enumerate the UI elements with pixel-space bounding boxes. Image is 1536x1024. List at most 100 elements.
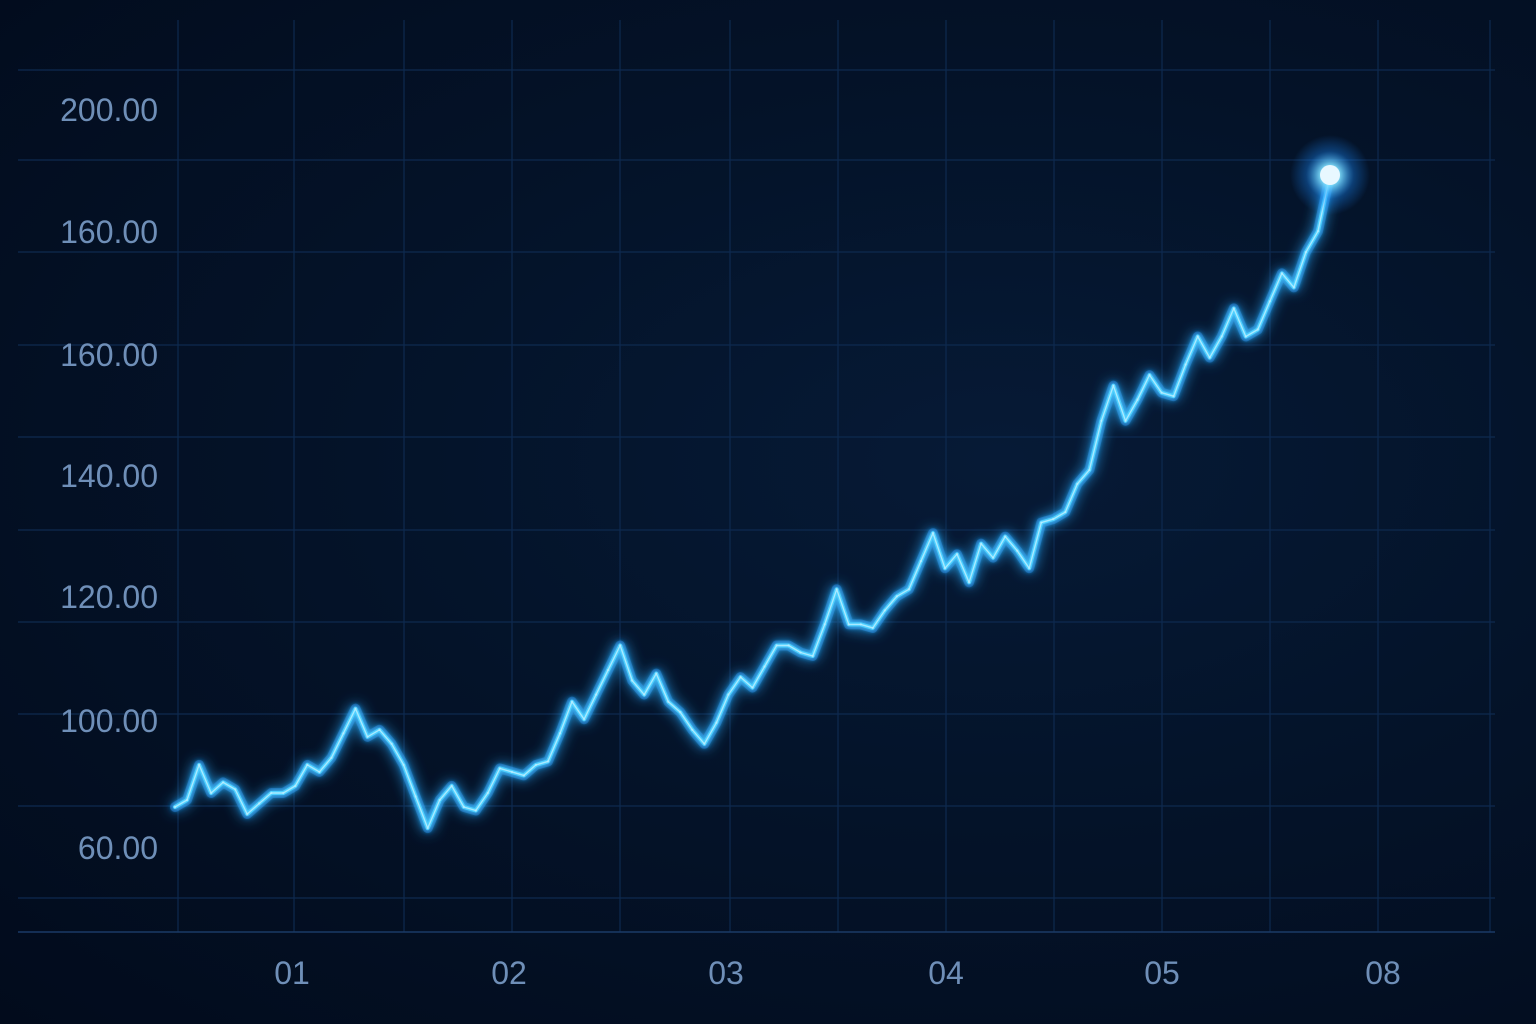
data-point: [1136, 398, 1139, 401]
x-tick-label: 03: [708, 955, 744, 991]
grid: [18, 20, 1495, 932]
data-point: [811, 654, 814, 658]
data-point: [450, 784, 453, 788]
data-point: [1256, 328, 1260, 331]
data-point: [390, 742, 393, 745]
y-tick-label: 120.00: [60, 579, 158, 615]
data-point: [1244, 335, 1248, 338]
data-point: [967, 581, 971, 584]
data-point: [679, 711, 682, 714]
data-point: [498, 767, 501, 770]
data-point: [402, 763, 405, 767]
data-point: [655, 672, 658, 675]
data-point: [835, 588, 838, 591]
data-point: [1196, 335, 1199, 338]
data-point: [342, 732, 345, 735]
data-point: [570, 700, 574, 703]
data-point: [185, 798, 189, 802]
data-point: [366, 735, 369, 738]
data-point: [991, 556, 995, 559]
data-point: [1052, 517, 1055, 521]
data-point: [727, 693, 730, 696]
data-point: [318, 770, 321, 774]
data-point: [1160, 391, 1163, 394]
y-tick-label: 160.00: [60, 214, 158, 250]
data-point: [606, 668, 610, 672]
data-point: [209, 791, 213, 795]
data-point: [330, 756, 333, 759]
data-point: [919, 560, 923, 563]
data-point: [582, 718, 586, 721]
data-point: [823, 623, 826, 626]
data-point: [955, 553, 959, 556]
y-tick-label: 160.00: [60, 337, 158, 373]
data-point: [1148, 373, 1151, 377]
y-tick-label: 60.00: [78, 830, 158, 866]
data-point: [895, 595, 899, 598]
data-point: [258, 802, 261, 805]
data-point: [787, 644, 790, 647]
data-point: [594, 693, 598, 696]
data-point: [558, 732, 562, 735]
data-point: [1208, 356, 1211, 359]
data-point: [799, 651, 802, 654]
data-point: [1304, 251, 1308, 254]
y-tick-label: 100.00: [60, 703, 158, 739]
data-point: [1220, 335, 1223, 338]
data-point: [1268, 300, 1272, 303]
data-point: [1028, 567, 1031, 570]
data-point: [871, 626, 874, 630]
data-point: [619, 644, 622, 647]
data-point: [282, 791, 285, 795]
data-point: [1172, 395, 1175, 398]
data-point: [354, 707, 357, 710]
data-point: [414, 795, 417, 798]
data-point: [378, 728, 381, 731]
data-point: [294, 784, 297, 788]
y-tick-label: 140.00: [60, 458, 158, 494]
data-point: [474, 809, 477, 812]
data-point: [703, 742, 706, 745]
data-point: [270, 791, 273, 795]
data-point: [1280, 272, 1284, 275]
data-point: [1064, 510, 1067, 514]
data-point: [1016, 549, 1019, 552]
data-point: [1076, 482, 1079, 486]
data-point: [438, 798, 441, 802]
data-point: [691, 728, 694, 731]
data-point: [1292, 286, 1296, 289]
data-point: [1232, 307, 1236, 310]
y-axis-tick-labels: 200.00 160.00 160.00 140.00 120.00 100.00 60.0…: [60, 92, 158, 866]
data-point: [1088, 468, 1091, 472]
data-point: [883, 609, 886, 612]
data-point: [943, 567, 947, 570]
series-layer: [170, 135, 1370, 834]
x-tick-label: 01: [274, 955, 310, 991]
data-point: [306, 763, 309, 767]
data-point: [739, 675, 742, 679]
data-point: [221, 781, 225, 784]
data-point: [1004, 535, 1007, 538]
x-tick-label: 08: [1365, 955, 1401, 991]
data-point: [1100, 419, 1103, 422]
data-point: [715, 721, 718, 724]
x-axis-tick-labels: 01 02 03 04 05 08: [274, 955, 1401, 991]
data-point: [1184, 363, 1187, 366]
data-point: [462, 805, 465, 809]
data-point: [631, 679, 634, 682]
x-tick-label: 02: [491, 955, 527, 991]
x-tick-label: 04: [928, 955, 964, 991]
data-point: [246, 812, 249, 816]
data-point: [763, 665, 766, 668]
data-point: [546, 760, 550, 763]
data-point: [751, 686, 754, 689]
data-point: [931, 531, 935, 535]
data-point: [1112, 384, 1115, 387]
data-point: [1124, 419, 1127, 422]
series-line-glow: [170, 170, 1335, 834]
data-point: [979, 542, 983, 545]
data-point: [197, 763, 201, 767]
data-point: [1316, 230, 1320, 233]
